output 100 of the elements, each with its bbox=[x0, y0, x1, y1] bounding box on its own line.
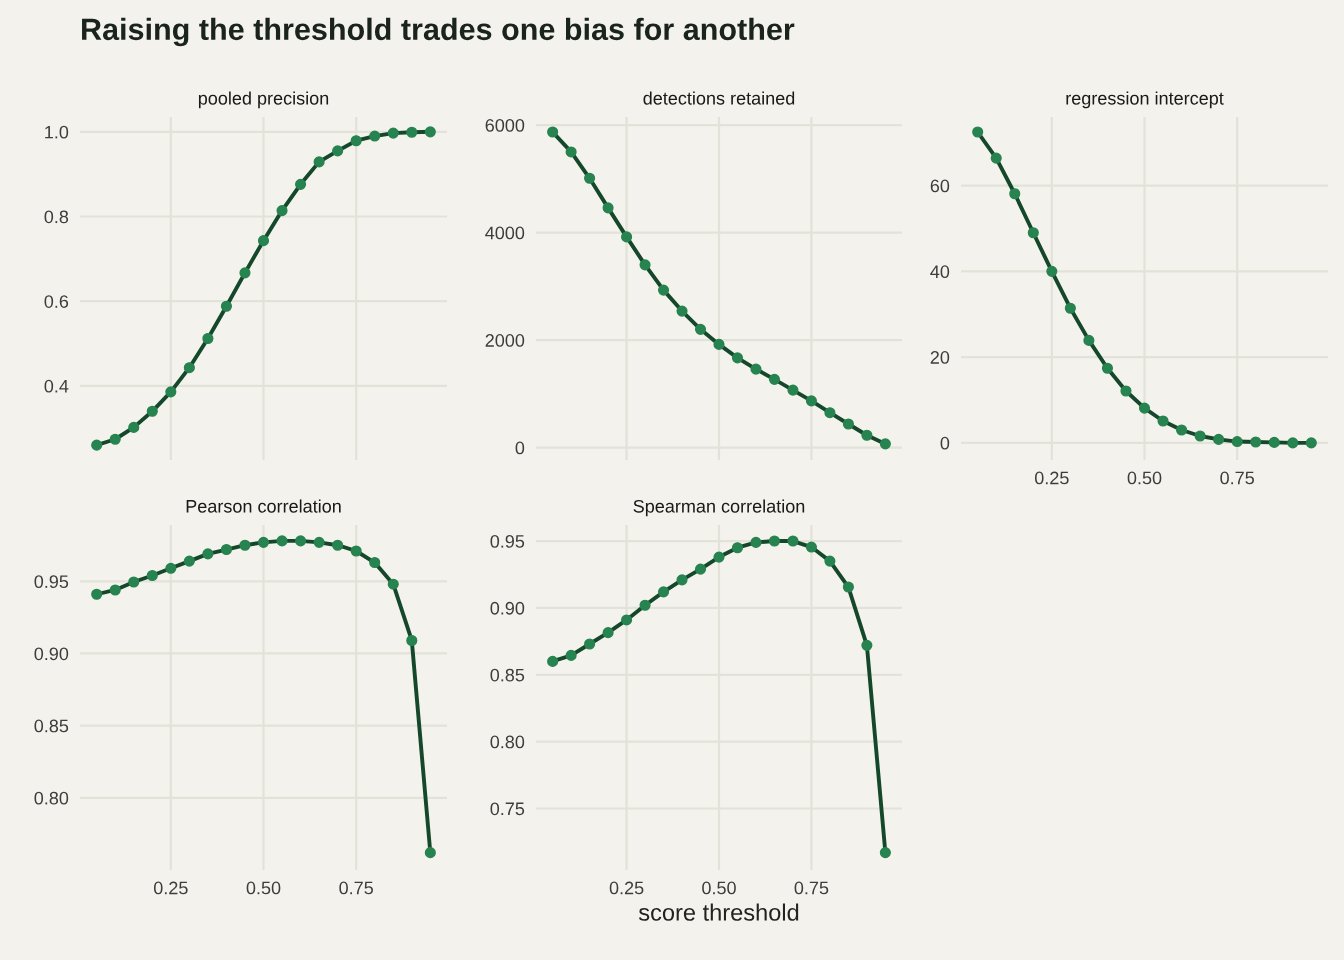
point bbox=[406, 126, 418, 138]
y-tick-label: 0.80 bbox=[490, 735, 525, 749]
point bbox=[128, 421, 140, 433]
point bbox=[713, 551, 725, 563]
point bbox=[657, 586, 670, 598]
chart-title: detections retained bbox=[643, 91, 795, 105]
chart-title: Pearson correlation bbox=[186, 499, 341, 513]
point bbox=[1231, 436, 1243, 448]
point bbox=[295, 535, 307, 547]
point bbox=[332, 145, 344, 157]
point bbox=[239, 539, 251, 551]
point bbox=[109, 433, 121, 445]
point bbox=[183, 362, 195, 374]
y-tick-label: 6000 bbox=[485, 119, 525, 132]
point bbox=[750, 536, 762, 548]
chart-title: Spearman correlation bbox=[633, 499, 805, 517]
point bbox=[805, 395, 817, 407]
y-tick-label: 0.4 bbox=[44, 379, 69, 393]
y-tick-label: 0.8 bbox=[44, 210, 69, 224]
point bbox=[202, 548, 214, 560]
point bbox=[1194, 430, 1206, 442]
point bbox=[257, 235, 270, 247]
point bbox=[220, 300, 232, 312]
point bbox=[146, 569, 158, 582]
point bbox=[424, 126, 436, 138]
y-tick-label: 0.6 bbox=[44, 295, 69, 308]
point bbox=[713, 338, 725, 350]
point bbox=[369, 130, 381, 142]
point bbox=[676, 305, 688, 317]
point bbox=[295, 178, 307, 190]
point bbox=[694, 323, 707, 335]
point bbox=[1046, 265, 1058, 277]
point bbox=[694, 563, 707, 575]
point bbox=[1213, 433, 1225, 445]
point bbox=[621, 614, 633, 626]
y-tick-label: 0.95 bbox=[34, 575, 69, 589]
point bbox=[565, 146, 577, 158]
point bbox=[313, 536, 325, 548]
y-tick-label: 0.75 bbox=[490, 802, 525, 816]
point bbox=[165, 562, 177, 574]
point bbox=[332, 539, 344, 551]
point bbox=[1064, 302, 1076, 314]
x-axis-title: score threshold bbox=[638, 903, 799, 921]
y-tick-label: 0.90 bbox=[490, 601, 525, 615]
point bbox=[861, 639, 873, 651]
x-tick-label: 0.75 bbox=[794, 881, 829, 895]
x-tick-label: 0.25 bbox=[609, 881, 644, 895]
point bbox=[879, 847, 891, 859]
y-tick-label: 0 bbox=[940, 436, 950, 450]
point bbox=[91, 588, 103, 600]
point bbox=[842, 581, 854, 593]
point bbox=[824, 407, 836, 419]
point bbox=[276, 205, 288, 217]
y-tick-label: 0.90 bbox=[34, 647, 69, 661]
x-tick-label: 0.50 bbox=[702, 881, 736, 895]
point bbox=[731, 352, 744, 364]
point bbox=[861, 429, 873, 441]
point bbox=[1305, 437, 1317, 449]
point bbox=[639, 599, 651, 611]
point bbox=[787, 535, 799, 547]
point bbox=[1176, 424, 1188, 436]
y-tick-label: 0.85 bbox=[34, 719, 69, 733]
x-tick-label: 0.75 bbox=[339, 881, 373, 895]
point bbox=[602, 202, 614, 214]
point bbox=[621, 231, 633, 243]
point bbox=[1027, 227, 1039, 239]
y-tick-label: 0.85 bbox=[490, 668, 525, 682]
point bbox=[547, 126, 559, 138]
point bbox=[602, 627, 614, 639]
point bbox=[313, 156, 325, 168]
x-tick-label: 0.50 bbox=[246, 881, 281, 895]
point bbox=[350, 135, 362, 147]
y-tick-label: 2000 bbox=[485, 334, 525, 347]
point bbox=[768, 535, 781, 547]
y-tick-label: 1.0 bbox=[45, 125, 69, 139]
point bbox=[1101, 362, 1113, 374]
y-tick-label: 0 bbox=[515, 441, 525, 455]
x-tick-label: 0.25 bbox=[153, 881, 188, 895]
x-tick-label: 0.50 bbox=[1127, 471, 1162, 485]
point bbox=[387, 578, 399, 590]
point bbox=[1287, 437, 1299, 449]
point bbox=[1083, 334, 1095, 346]
point bbox=[731, 542, 744, 554]
point bbox=[1268, 436, 1280, 448]
point bbox=[146, 405, 158, 417]
point bbox=[824, 555, 836, 567]
point bbox=[257, 536, 270, 548]
y-tick-label: 0.80 bbox=[34, 791, 69, 805]
y-tick-label: 0.95 bbox=[490, 534, 525, 548]
point bbox=[1138, 402, 1151, 414]
point bbox=[787, 384, 799, 396]
point bbox=[972, 126, 984, 138]
point bbox=[369, 556, 381, 569]
point bbox=[424, 847, 436, 859]
point bbox=[676, 574, 688, 586]
y-tick-label: 4000 bbox=[485, 226, 525, 240]
y-tick-label: 40 bbox=[930, 265, 950, 279]
point bbox=[350, 545, 362, 557]
point bbox=[387, 127, 399, 139]
y-tick-label: 60 bbox=[930, 179, 950, 193]
